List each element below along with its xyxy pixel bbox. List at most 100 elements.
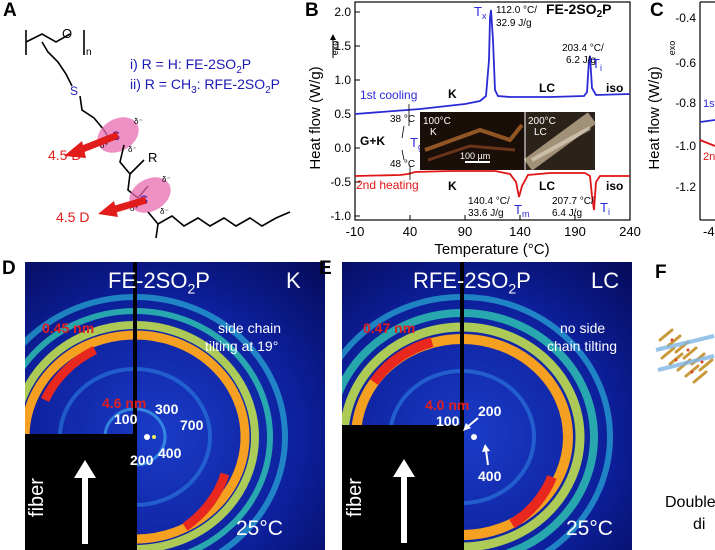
c-cooling-curve: [699, 119, 715, 123]
tm-label: Tm: [514, 202, 529, 219]
dsc-ylabel: Heat flow (W/g): [307, 66, 324, 169]
tx-ann-2: 32.9 J/g: [496, 18, 532, 29]
waxd-e-note-1: no side: [560, 320, 606, 336]
tm-ann-1: 140.4 °C/: [468, 196, 510, 207]
dipole-label-2: 4.5 D: [56, 209, 89, 225]
waxd-e-d-outer: 0.47 nm: [363, 320, 416, 336]
panel-f-caption-1: Double: [665, 494, 715, 511]
c-ytick-3: -0.8: [675, 96, 696, 110]
c-ytick-2: -0.6: [675, 56, 696, 70]
inset-left-phase: K: [430, 127, 437, 138]
panel-label-e: E: [319, 258, 332, 279]
heating-label: 2nd heating: [356, 178, 419, 192]
panel-label-a: A: [3, 0, 17, 21]
fiber-label-e: fiber: [343, 478, 366, 517]
svg-text:δ⁻: δ⁻: [134, 117, 143, 126]
pom-inset: [420, 112, 597, 171]
tg-48: 48 °C: [390, 159, 415, 170]
oxygen-atom: O: [62, 26, 72, 41]
fiber-arrow-e: [393, 459, 415, 543]
dsc-plot-frame: [354, 1, 631, 221]
panel-label-f: F: [655, 262, 667, 283]
dsc-x-ticks: [354, 215, 631, 220]
inset-right-phase: LC: [534, 127, 547, 138]
polymer-structure-diagram: O n S S δ⁻ δ⁺ δ⁻ 4.5 D R S δ⁻ δ⁺ δ⁻ 4.5 …: [25, 26, 291, 239]
sulfur-atom-1: S: [70, 84, 78, 98]
inset-scale: 100 µm: [460, 151, 490, 161]
c-ytick-5: -1.2: [675, 180, 696, 194]
double-layer-schematic-partial: [655, 328, 715, 384]
c-ytick-1: -0.4: [675, 11, 696, 25]
cooling-label: 1st cooling: [360, 88, 417, 102]
fiber-label-d: fiber: [25, 478, 48, 517]
c-heating-curve: [699, 139, 715, 147]
phase-k-top: K: [448, 87, 457, 101]
waxd-d-note-2: tilting at 19°: [205, 338, 279, 354]
panel-label-b: B: [305, 0, 319, 21]
dsc-chart: 2.0 1.5 1.0 0.5 0.0 -0.5 -1.0 -10 40 90 …: [307, 1, 641, 258]
phase-lc-top: LC: [539, 81, 555, 95]
dsc-xtick-40: 40: [403, 224, 417, 239]
waxd-e-phase: LC: [591, 268, 620, 293]
waxd-d-refl-100: 100: [114, 411, 138, 427]
waxd-d-d-outer: 0.45 nm: [42, 320, 95, 336]
dsc-xtick-minus10: -10: [346, 224, 365, 239]
ti-top-label: Ti: [592, 56, 602, 73]
c-heating-label: 2nd: [703, 151, 715, 163]
heating-curve: [354, 170, 630, 211]
tg-38: 38 °C: [390, 114, 415, 125]
c-cooling-label: 1st: [703, 98, 715, 110]
fiber-arrow-d: [74, 460, 96, 544]
phase-lc-bottom: LC: [539, 179, 555, 193]
dsc-xtick-90: 90: [458, 224, 472, 239]
c-ylabel: Heat flow (W/g): [646, 66, 663, 169]
dsc-ytick-2.0: 2.0: [334, 5, 351, 19]
ti-top-ann-1: 203.4 °C/: [562, 43, 604, 54]
ti-bot-ann-2: 6.4 J/g: [552, 208, 582, 219]
n-subscript: n: [86, 47, 92, 58]
dsc-ytick-0.5: 0.5: [334, 107, 351, 121]
waxd-e-title: RFE-2SO2P: [413, 268, 531, 297]
dsc-ytick-minus0.5: -0.5: [330, 175, 351, 189]
waxd-d-refl-300: 300: [155, 401, 179, 417]
dsc-title: FE-2SO2P: [546, 1, 611, 20]
phase-iso-top: iso: [606, 81, 623, 95]
waxd-d-refl-200: 200: [130, 452, 154, 468]
waxd-d-note-1: side chain: [218, 320, 282, 336]
svg-text:δ⁻: δ⁻: [128, 145, 137, 154]
tx-ann-1: 112.0 °C/: [496, 5, 537, 16]
waxd-d-temp: 25°C: [236, 517, 283, 540]
cooling-curve: [354, 9, 631, 115]
inset-right-temp: 200°C: [528, 116, 556, 127]
dsc-xtick-190: 190: [564, 224, 586, 239]
svg-text:δ⁻: δ⁻: [160, 207, 169, 216]
ti-top-ann-2: 6.2 J/g: [566, 55, 596, 66]
inset-left-temp: 100°C: [423, 116, 451, 127]
waxd-e-refl-200: 200: [478, 403, 502, 419]
c-xtick: -40: [703, 224, 715, 239]
dsc-xlabel: Temperature (°C): [434, 241, 549, 258]
dsc-ytick-1.5: 1.5: [334, 39, 351, 53]
c-ylabel-exo: exo: [667, 41, 677, 56]
dsc-ylabel-exo: exo: [330, 41, 340, 56]
phase-gk: G+K: [360, 134, 385, 148]
r-group: R: [148, 150, 157, 165]
dsc-ytick-1.0: 1.0: [334, 73, 351, 87]
dipole-label-1: 4.5 D: [48, 147, 81, 163]
dsc-xtick-240: 240: [619, 224, 641, 239]
phase-k-bottom: K: [448, 179, 457, 193]
waxd-d-refl-700: 700: [180, 417, 204, 433]
waxd-d-refl-400: 400: [158, 445, 182, 461]
dsc-chart-c-partial: -0.4 -0.6 -0.8 -1.0 -1.2 -40 Heat flow (…: [646, 1, 715, 239]
svg-text:δ⁺: δ⁺: [100, 141, 109, 150]
panel-label-d: D: [2, 258, 16, 279]
waxd-e-temp: 25°C: [566, 517, 613, 540]
tm-ann-2: 33.6 J/g: [468, 208, 504, 219]
waxd-e-note-2: chain tilting: [547, 338, 618, 354]
dsc-ytick-0.0: 0.0: [334, 141, 351, 155]
waxd-d-phase: K: [286, 268, 301, 293]
waxd-pattern-d: [25, 262, 325, 550]
ti-bot-label: Ti: [600, 200, 610, 217]
svg-text:δ⁺: δ⁺: [130, 204, 139, 213]
waxd-e-d-inner: 4.0 nm: [425, 397, 470, 413]
